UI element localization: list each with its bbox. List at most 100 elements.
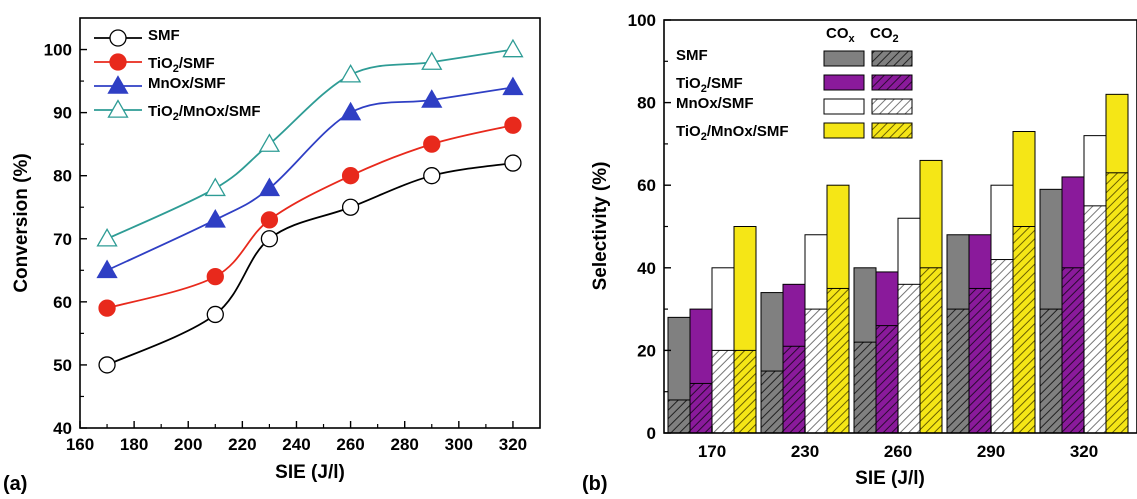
panel-b-x-axis-label: SIE (J/l): [855, 468, 925, 489]
bar-co2: [919, 267, 943, 434]
bar-co2: [1039, 308, 1063, 434]
series-line: [106, 48, 514, 240]
legend-swatch-cox: [823, 98, 865, 115]
legend-swatch-co2: [871, 74, 913, 91]
x-tick-label: 200: [174, 435, 202, 454]
legend-marker: [107, 99, 129, 118]
data-point: [341, 167, 360, 185]
x-tick-label: 320: [1070, 442, 1098, 461]
bar-co2: [853, 341, 877, 434]
data-point: [423, 167, 441, 185]
data-point: [502, 76, 524, 96]
legend-item: MnOx/SMF: [676, 95, 913, 115]
y-tick-label: 50: [53, 356, 72, 375]
legend-label: SMF: [148, 27, 180, 44]
legend-item: SMF: [676, 47, 913, 67]
y-tick-label: 60: [53, 293, 72, 312]
legend-swatch-cox: [823, 122, 865, 139]
data-point: [339, 63, 362, 83]
series-line: [106, 124, 514, 310]
legend-label: SMF: [676, 47, 708, 64]
legend-label: TiO2/SMF: [676, 75, 743, 95]
y-tick-label: 0: [647, 424, 656, 443]
legend-label: TiO2/MnOx/SMF: [148, 103, 261, 123]
legend-label: TiO2/SMF: [148, 55, 215, 75]
legend-item: TiO2/MnOx/SMF: [94, 99, 261, 123]
legend-label: MnOx/SMF: [148, 75, 226, 92]
panel-b-y-axis: 0 20 40 60 80 100: [628, 11, 671, 443]
data-point: [260, 211, 279, 229]
bar-co2: [1083, 205, 1107, 434]
bar-co2: [804, 308, 828, 434]
legend-item: TiO2/MnOx/SMF: [676, 122, 913, 143]
data-point: [504, 116, 522, 134]
data-point: [421, 89, 443, 108]
bar-co2: [711, 349, 735, 434]
y-tick-label: 40: [53, 419, 72, 438]
x-tick-label: 240: [282, 435, 310, 454]
panel-a-markers: [96, 38, 524, 374]
bar-co2: [875, 325, 899, 434]
panel-a-frame: [79, 17, 541, 429]
x-tick-label: 300: [445, 435, 473, 454]
bar-co2: [826, 287, 850, 434]
data-point: [339, 101, 362, 121]
legend-item: SMF: [94, 27, 180, 47]
bar-co2: [782, 345, 806, 434]
x-tick-label: 160: [66, 435, 94, 454]
bar-co2: [667, 399, 691, 434]
data-point: [260, 230, 279, 248]
legend-item: MnOx/SMF: [94, 75, 226, 94]
series-line: [106, 86, 514, 272]
legend-column-header: COx: [826, 25, 856, 45]
bar-co2: [1105, 172, 1129, 434]
legend-swatch-co2: [871, 98, 913, 115]
panel-a-y-axis-label: Conversion (%): [11, 153, 32, 292]
data-point: [204, 209, 226, 228]
bar-co2: [946, 308, 970, 434]
legend-marker: [109, 53, 127, 71]
legend-swatch-cox: [823, 74, 865, 91]
legend-column-header: CO2: [870, 25, 899, 45]
legend-swatch-co2: [871, 122, 913, 139]
y-tick-label: 100: [44, 41, 72, 60]
x-tick-label: 220: [228, 435, 256, 454]
y-tick-label: 20: [637, 341, 656, 360]
data-point: [206, 267, 224, 286]
data-point: [421, 51, 443, 70]
x-tick-label: 260: [884, 442, 912, 461]
bar-co2: [1012, 226, 1036, 434]
data-point: [341, 198, 360, 216]
legend-swatch-co2: [871, 50, 913, 67]
bar-co2: [689, 382, 713, 434]
legend-marker: [107, 75, 129, 94]
panel-b-label: (b): [582, 473, 608, 495]
y-tick-label: 40: [637, 259, 656, 278]
panel-b-bars: [667, 93, 1129, 434]
bar-co2: [760, 370, 784, 434]
legend-item: TiO2/SMF: [676, 74, 913, 95]
y-tick-label: 100: [628, 11, 656, 30]
bar-co2: [990, 259, 1014, 434]
legend-marker: [109, 29, 127, 47]
bar-co2: [968, 287, 992, 434]
x-tick-label: 230: [791, 442, 819, 461]
panel-a-label: (a): [3, 473, 27, 495]
data-point: [204, 177, 226, 197]
data-point: [98, 299, 116, 317]
panel-a-y-axis: 40 50 60 70 80 90 100: [44, 41, 87, 438]
y-tick-label: 90: [53, 104, 72, 123]
panel-b-x-axis: 170 230 260 290 320: [698, 426, 1098, 461]
x-tick-label: 320: [499, 435, 527, 454]
panel-a: 160 180 200 220 240 260 280 300 320 40 50 60 70 80 90…: [3, 17, 541, 495]
legend-item: TiO2/SMF: [94, 53, 215, 75]
y-tick-label: 80: [53, 167, 72, 186]
panel-a-x-axis-label: SIE (J/l): [275, 462, 345, 483]
data-point: [96, 259, 118, 279]
data-point: [423, 135, 441, 153]
x-tick-label: 170: [698, 442, 726, 461]
data-point: [98, 356, 116, 374]
